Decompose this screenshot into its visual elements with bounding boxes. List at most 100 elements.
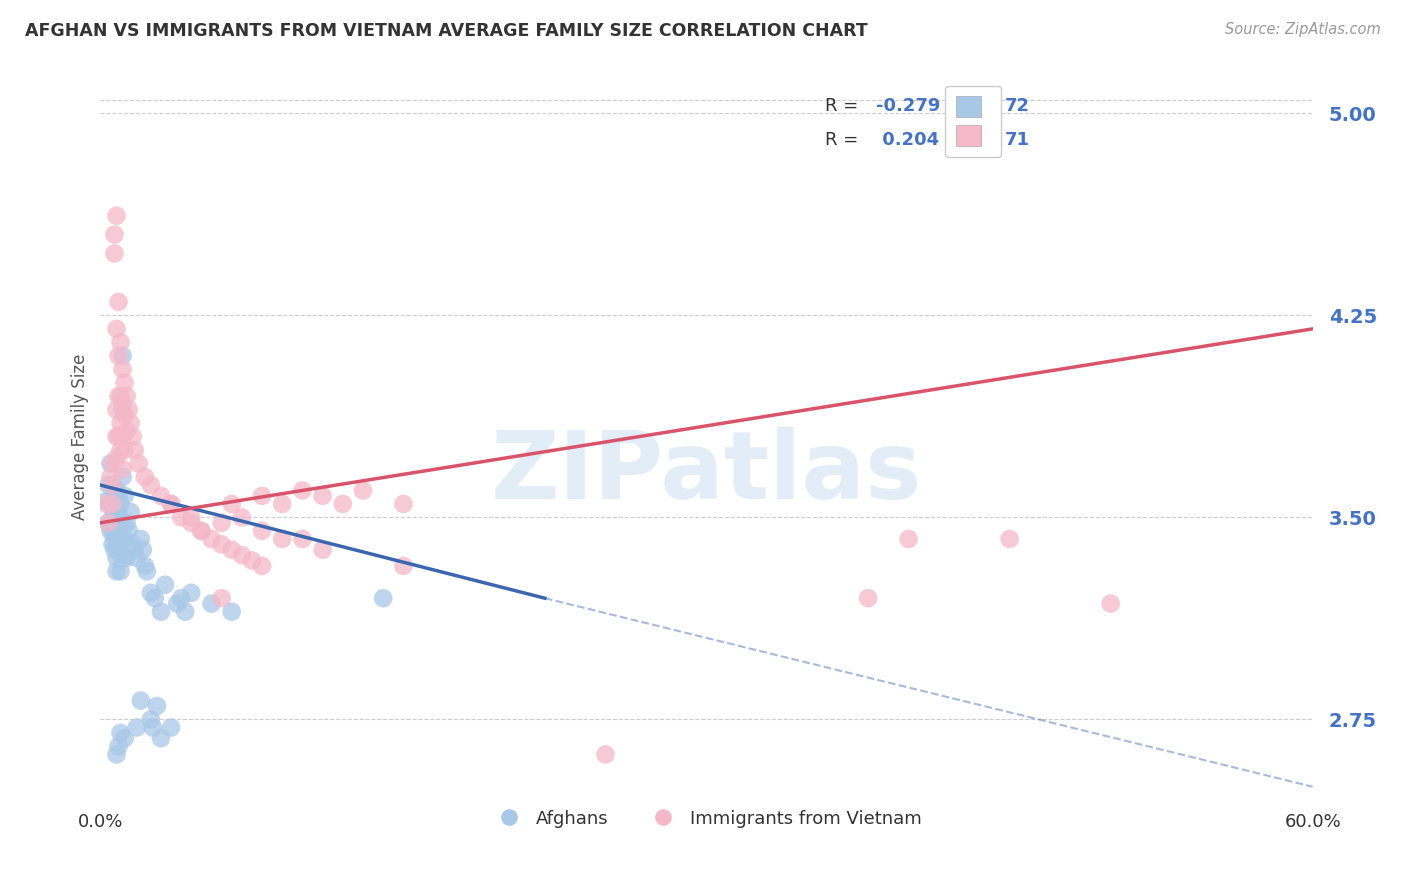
Point — [111, 429, 134, 443]
Point — [135, 564, 157, 578]
Point — [271, 497, 294, 511]
Point — [105, 526, 128, 541]
Point — [114, 408, 136, 422]
Point — [392, 558, 415, 573]
Point — [115, 389, 138, 403]
Point — [114, 550, 136, 565]
Point — [129, 532, 152, 546]
Point — [96, 497, 118, 511]
Point — [170, 591, 193, 606]
Text: Source: ZipAtlas.com: Source: ZipAtlas.com — [1225, 22, 1381, 37]
Point — [153, 578, 176, 592]
Point — [110, 516, 132, 530]
Point — [100, 497, 122, 511]
Point — [149, 605, 172, 619]
Point — [291, 532, 314, 546]
Point — [114, 489, 136, 503]
Point — [105, 451, 128, 466]
Text: ZIPatlas: ZIPatlas — [491, 427, 922, 519]
Point — [190, 524, 212, 538]
Point — [107, 489, 129, 503]
Point — [110, 497, 132, 511]
Point — [97, 516, 120, 530]
Point — [96, 494, 118, 508]
Point — [111, 397, 134, 411]
Point — [139, 713, 162, 727]
Text: 71: 71 — [1005, 131, 1029, 149]
Point — [114, 443, 136, 458]
Point — [595, 747, 617, 762]
Point — [103, 227, 125, 242]
Point — [101, 510, 124, 524]
Point — [180, 586, 202, 600]
Point — [132, 542, 155, 557]
Text: N =: N = — [953, 96, 1004, 115]
Point — [111, 402, 134, 417]
Point — [134, 558, 156, 573]
Point — [125, 721, 148, 735]
Point — [105, 505, 128, 519]
Point — [105, 516, 128, 530]
Point — [107, 505, 129, 519]
Point — [105, 747, 128, 762]
Point — [117, 524, 139, 538]
Point — [115, 550, 138, 565]
Point — [291, 483, 314, 498]
Point — [107, 389, 129, 403]
Point — [998, 532, 1021, 546]
Point — [125, 550, 148, 565]
Point — [180, 516, 202, 530]
Text: N =: N = — [953, 131, 1004, 149]
Point — [190, 524, 212, 538]
Point — [124, 443, 146, 458]
Point — [105, 497, 128, 511]
Point — [105, 209, 128, 223]
Text: 0.204: 0.204 — [876, 131, 939, 149]
Point — [110, 532, 132, 546]
Point — [110, 548, 132, 562]
Point — [211, 516, 233, 530]
Point — [373, 591, 395, 606]
Point — [115, 424, 138, 438]
Point — [128, 457, 150, 471]
Point — [121, 537, 143, 551]
Point — [103, 489, 125, 503]
Legend: Afghans, Immigrants from Vietnam: Afghans, Immigrants from Vietnam — [484, 803, 929, 835]
Point — [250, 489, 273, 503]
Point — [110, 564, 132, 578]
Point — [107, 294, 129, 309]
Point — [107, 542, 129, 557]
Point — [120, 505, 142, 519]
Point — [250, 558, 273, 573]
Point — [142, 721, 165, 735]
Point — [231, 548, 253, 562]
Point — [1099, 597, 1122, 611]
Point — [105, 322, 128, 336]
Point — [200, 597, 222, 611]
Point — [101, 478, 124, 492]
Point — [110, 335, 132, 350]
Point — [221, 542, 243, 557]
Point — [240, 553, 263, 567]
Point — [352, 483, 374, 498]
Point — [101, 537, 124, 551]
Text: R =: R = — [825, 96, 865, 115]
Point — [180, 510, 202, 524]
Point — [101, 497, 124, 511]
Point — [221, 605, 243, 619]
Point — [111, 349, 134, 363]
Point — [134, 470, 156, 484]
Point — [200, 532, 222, 546]
Point — [221, 497, 243, 511]
Point — [211, 591, 233, 606]
Point — [101, 457, 124, 471]
Point — [105, 550, 128, 565]
Y-axis label: Average Family Size: Average Family Size — [72, 353, 89, 520]
Point — [100, 457, 122, 471]
Point — [97, 516, 120, 530]
Point — [110, 416, 132, 430]
Point — [114, 731, 136, 746]
Point — [271, 532, 294, 546]
Point — [139, 586, 162, 600]
Point — [160, 721, 183, 735]
